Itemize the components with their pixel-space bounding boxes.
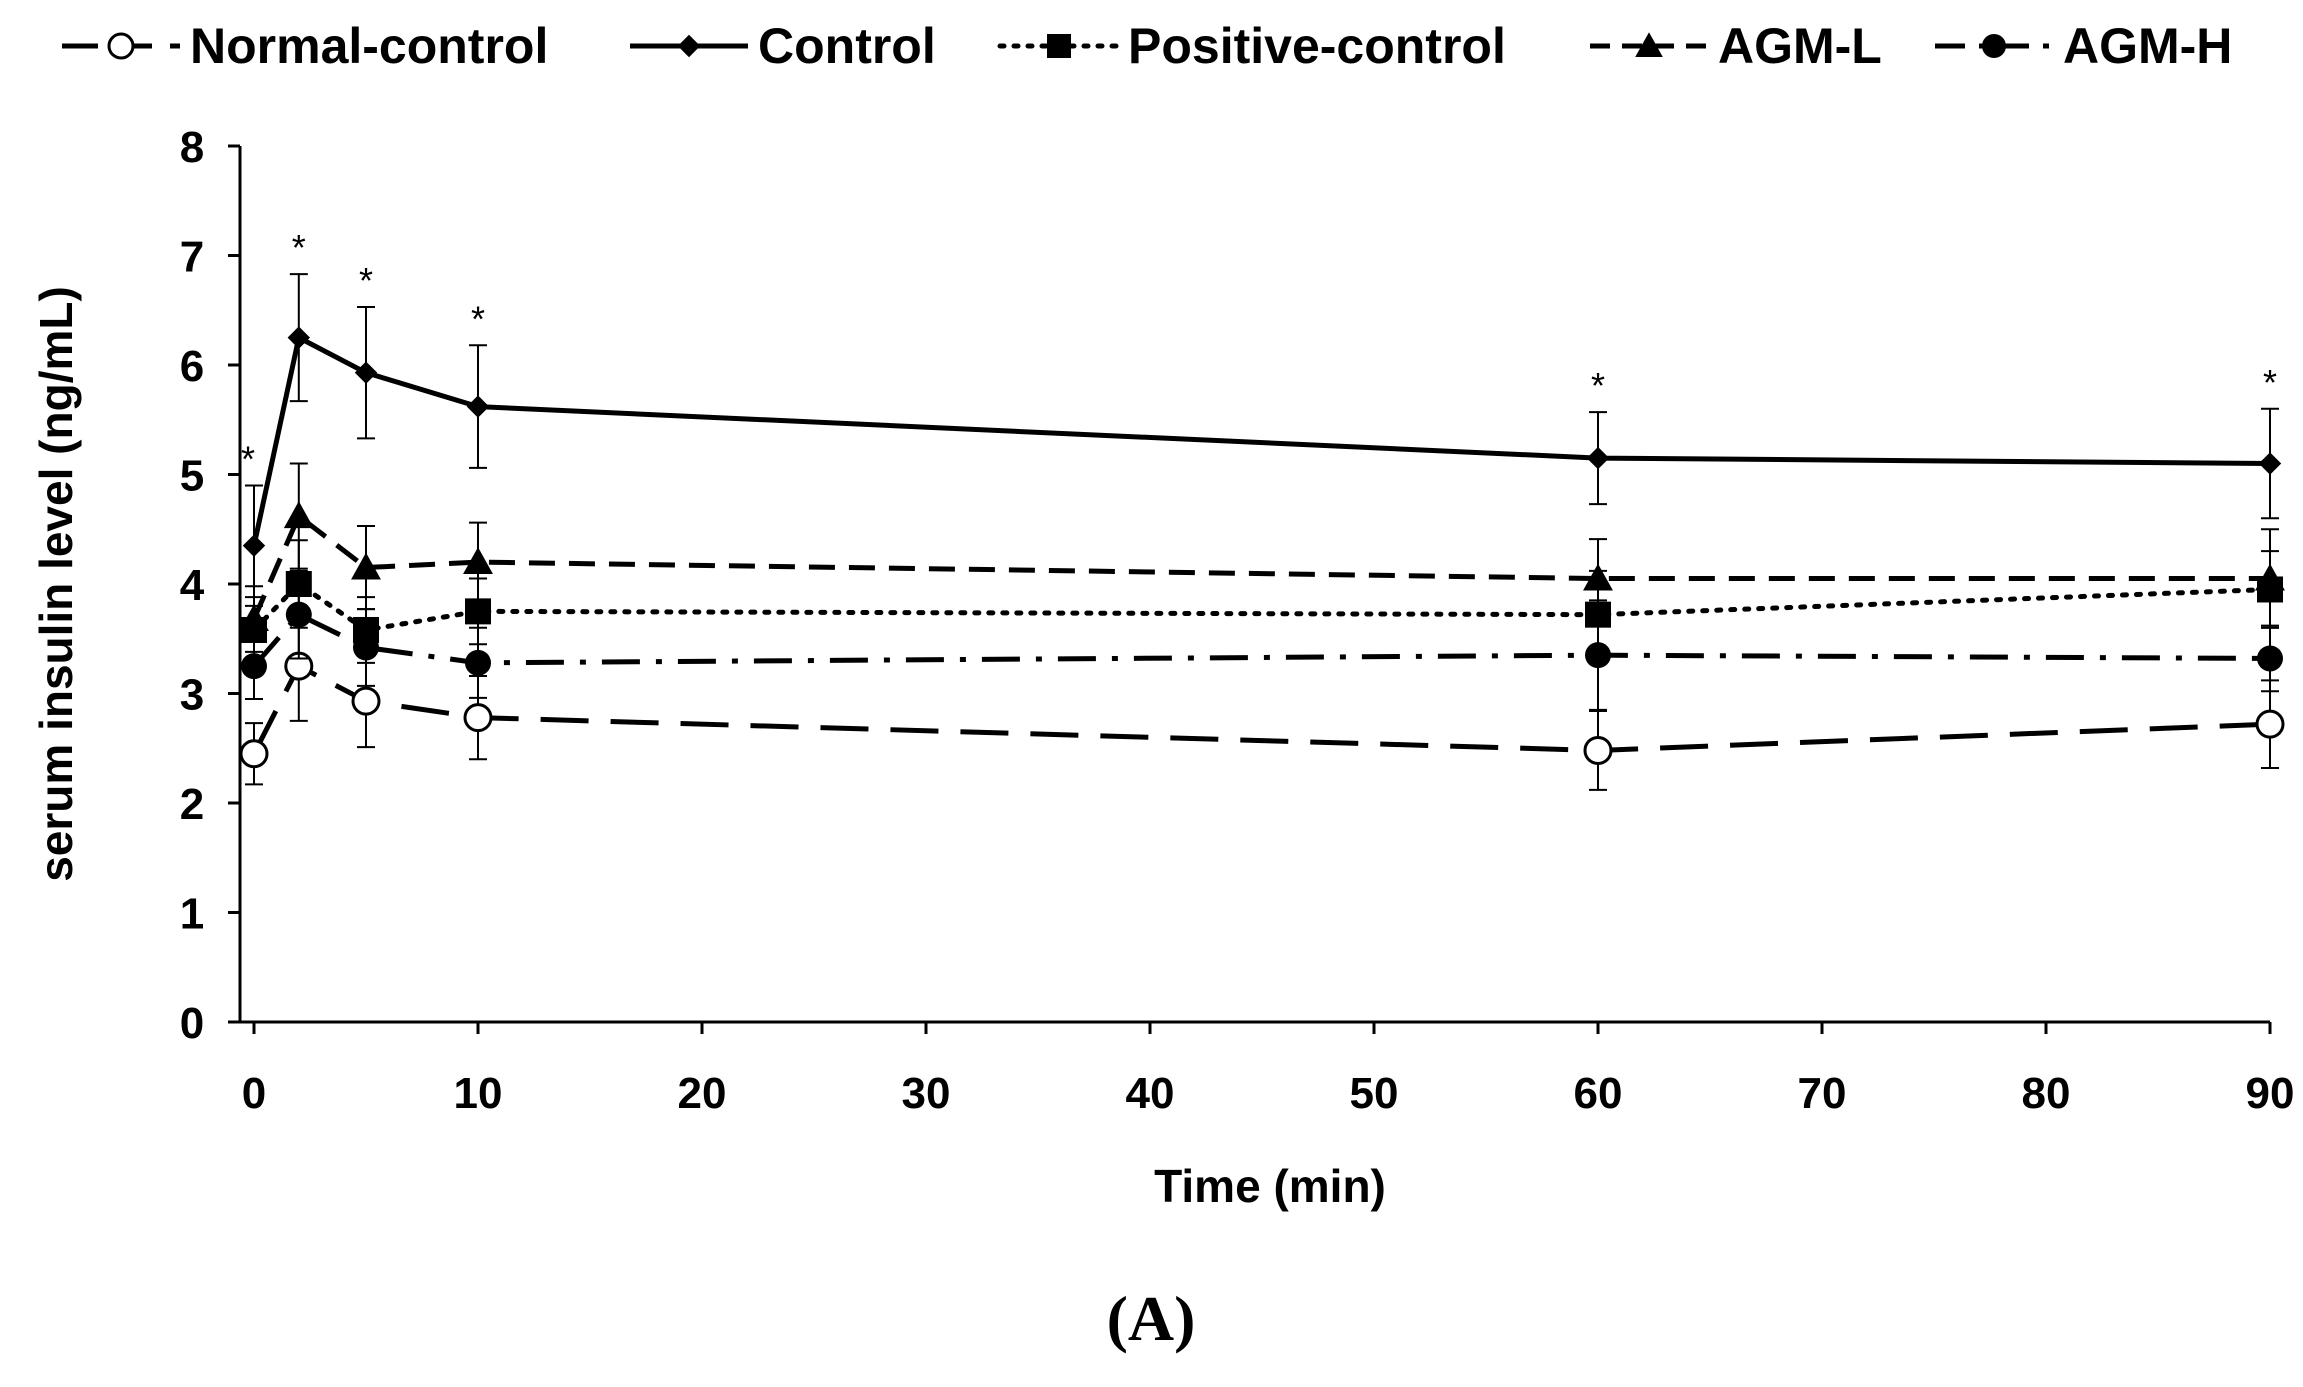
- x-tick-label: 60: [1574, 1069, 1623, 1118]
- y-tick-label: 5: [180, 452, 204, 501]
- series-layer: [239, 273, 2285, 791]
- legend-marker: [1047, 34, 1071, 58]
- x-tick-label: 30: [902, 1069, 951, 1118]
- data-point: [465, 598, 491, 625]
- series-line: [251, 663, 2271, 755]
- data-point: [242, 534, 266, 557]
- y-axis-title: serum insulin level (ng/mL): [30, 286, 82, 882]
- x-ticks: 0 10 20 30 40 50 60 70 80 90: [242, 1022, 2295, 1118]
- data-point: [239, 739, 269, 769]
- legend-entry: AGM-H: [1935, 18, 2232, 74]
- legend-entry: Positive-control: [997, 18, 1506, 74]
- series-positive-control: [241, 539, 2283, 664]
- legend-marker: [1982, 34, 2006, 58]
- data-point: [465, 649, 491, 676]
- legend-label: AGM-L: [1718, 18, 1882, 74]
- data-point: [1583, 735, 1613, 765]
- series-agm-l: [239, 462, 2285, 653]
- data-point: [463, 703, 493, 733]
- y-tick-label: 0: [180, 999, 204, 1048]
- legend-label: AGM-H: [2063, 18, 2232, 74]
- series-line: [252, 612, 2271, 668]
- panel-label: (A): [1107, 1283, 1196, 1354]
- legend-label: Control: [758, 18, 936, 74]
- x-tick-label: 40: [1126, 1069, 1175, 1118]
- data-point: [241, 653, 267, 680]
- significance-marker: *: [241, 438, 255, 479]
- significance-marker: *: [1591, 365, 1605, 406]
- series-agm-h: [241, 569, 2283, 711]
- data-point: [466, 395, 490, 418]
- legend-label: Positive-control: [1128, 18, 1506, 74]
- x-tick-label: 10: [454, 1069, 503, 1118]
- significance-marker: *: [292, 227, 306, 268]
- y-tick-label: 3: [180, 671, 204, 720]
- data-point: [2257, 645, 2283, 672]
- data-point: [287, 326, 310, 349]
- legend-entry: Normal-control: [62, 18, 548, 74]
- x-tick-label: 0: [242, 1069, 266, 1118]
- legend: Normal-control Control Positive-control AGM…: [62, 18, 2232, 74]
- significance-marker: *: [2263, 362, 2277, 403]
- x-tick-label: 50: [1350, 1069, 1399, 1118]
- data-point: [1583, 563, 1613, 591]
- data-point: [2255, 563, 2285, 591]
- data-point: [239, 604, 269, 631]
- data-point: [353, 634, 379, 661]
- y-tick-label: 6: [180, 342, 204, 391]
- significance-marker: *: [471, 298, 485, 339]
- series-normal-control: [239, 610, 2285, 791]
- legend-marker: [107, 32, 135, 60]
- x-tick-label: 90: [2246, 1069, 2295, 1118]
- data-point: [1585, 642, 1611, 669]
- data-point: [354, 361, 378, 384]
- x-tick-label: 80: [2022, 1069, 2071, 1118]
- x-tick-label: 20: [678, 1069, 727, 1118]
- data-point: [351, 552, 381, 580]
- series-line: [251, 581, 2273, 633]
- series-line: [251, 335, 2271, 547]
- y-ticks: 0 1 2 3 4 5 6 7 8: [180, 123, 240, 1048]
- y-tick-label: 1: [180, 890, 204, 939]
- data-point: [283, 501, 314, 529]
- y-tick-label: 2: [180, 780, 204, 829]
- y-tick-label: 7: [180, 233, 204, 282]
- series-control: [242, 273, 2282, 607]
- data-point: [2258, 452, 2282, 475]
- legend-label: Normal-control: [190, 18, 548, 74]
- x-tick-label: 70: [1798, 1069, 1847, 1118]
- significance-marker: *: [359, 260, 373, 301]
- x-axis-title: Time (min): [1154, 1160, 1386, 1212]
- annotations: * * * * * *: [241, 227, 2277, 479]
- data-point: [2255, 709, 2285, 739]
- legend-marker: [677, 34, 701, 58]
- legend-entry: Control: [630, 18, 936, 74]
- y-tick-label: 4: [180, 561, 205, 610]
- axes: [238, 146, 2270, 1024]
- legend-entry: AGM-L: [1590, 18, 1882, 74]
- y-tick-label: 8: [180, 123, 204, 172]
- series-line: [251, 513, 2270, 621]
- data-point: [1586, 446, 1610, 470]
- data-point: [285, 601, 312, 628]
- legend-marker: [1635, 32, 1663, 58]
- data-point: [463, 547, 493, 575]
- data-point: [351, 686, 381, 716]
